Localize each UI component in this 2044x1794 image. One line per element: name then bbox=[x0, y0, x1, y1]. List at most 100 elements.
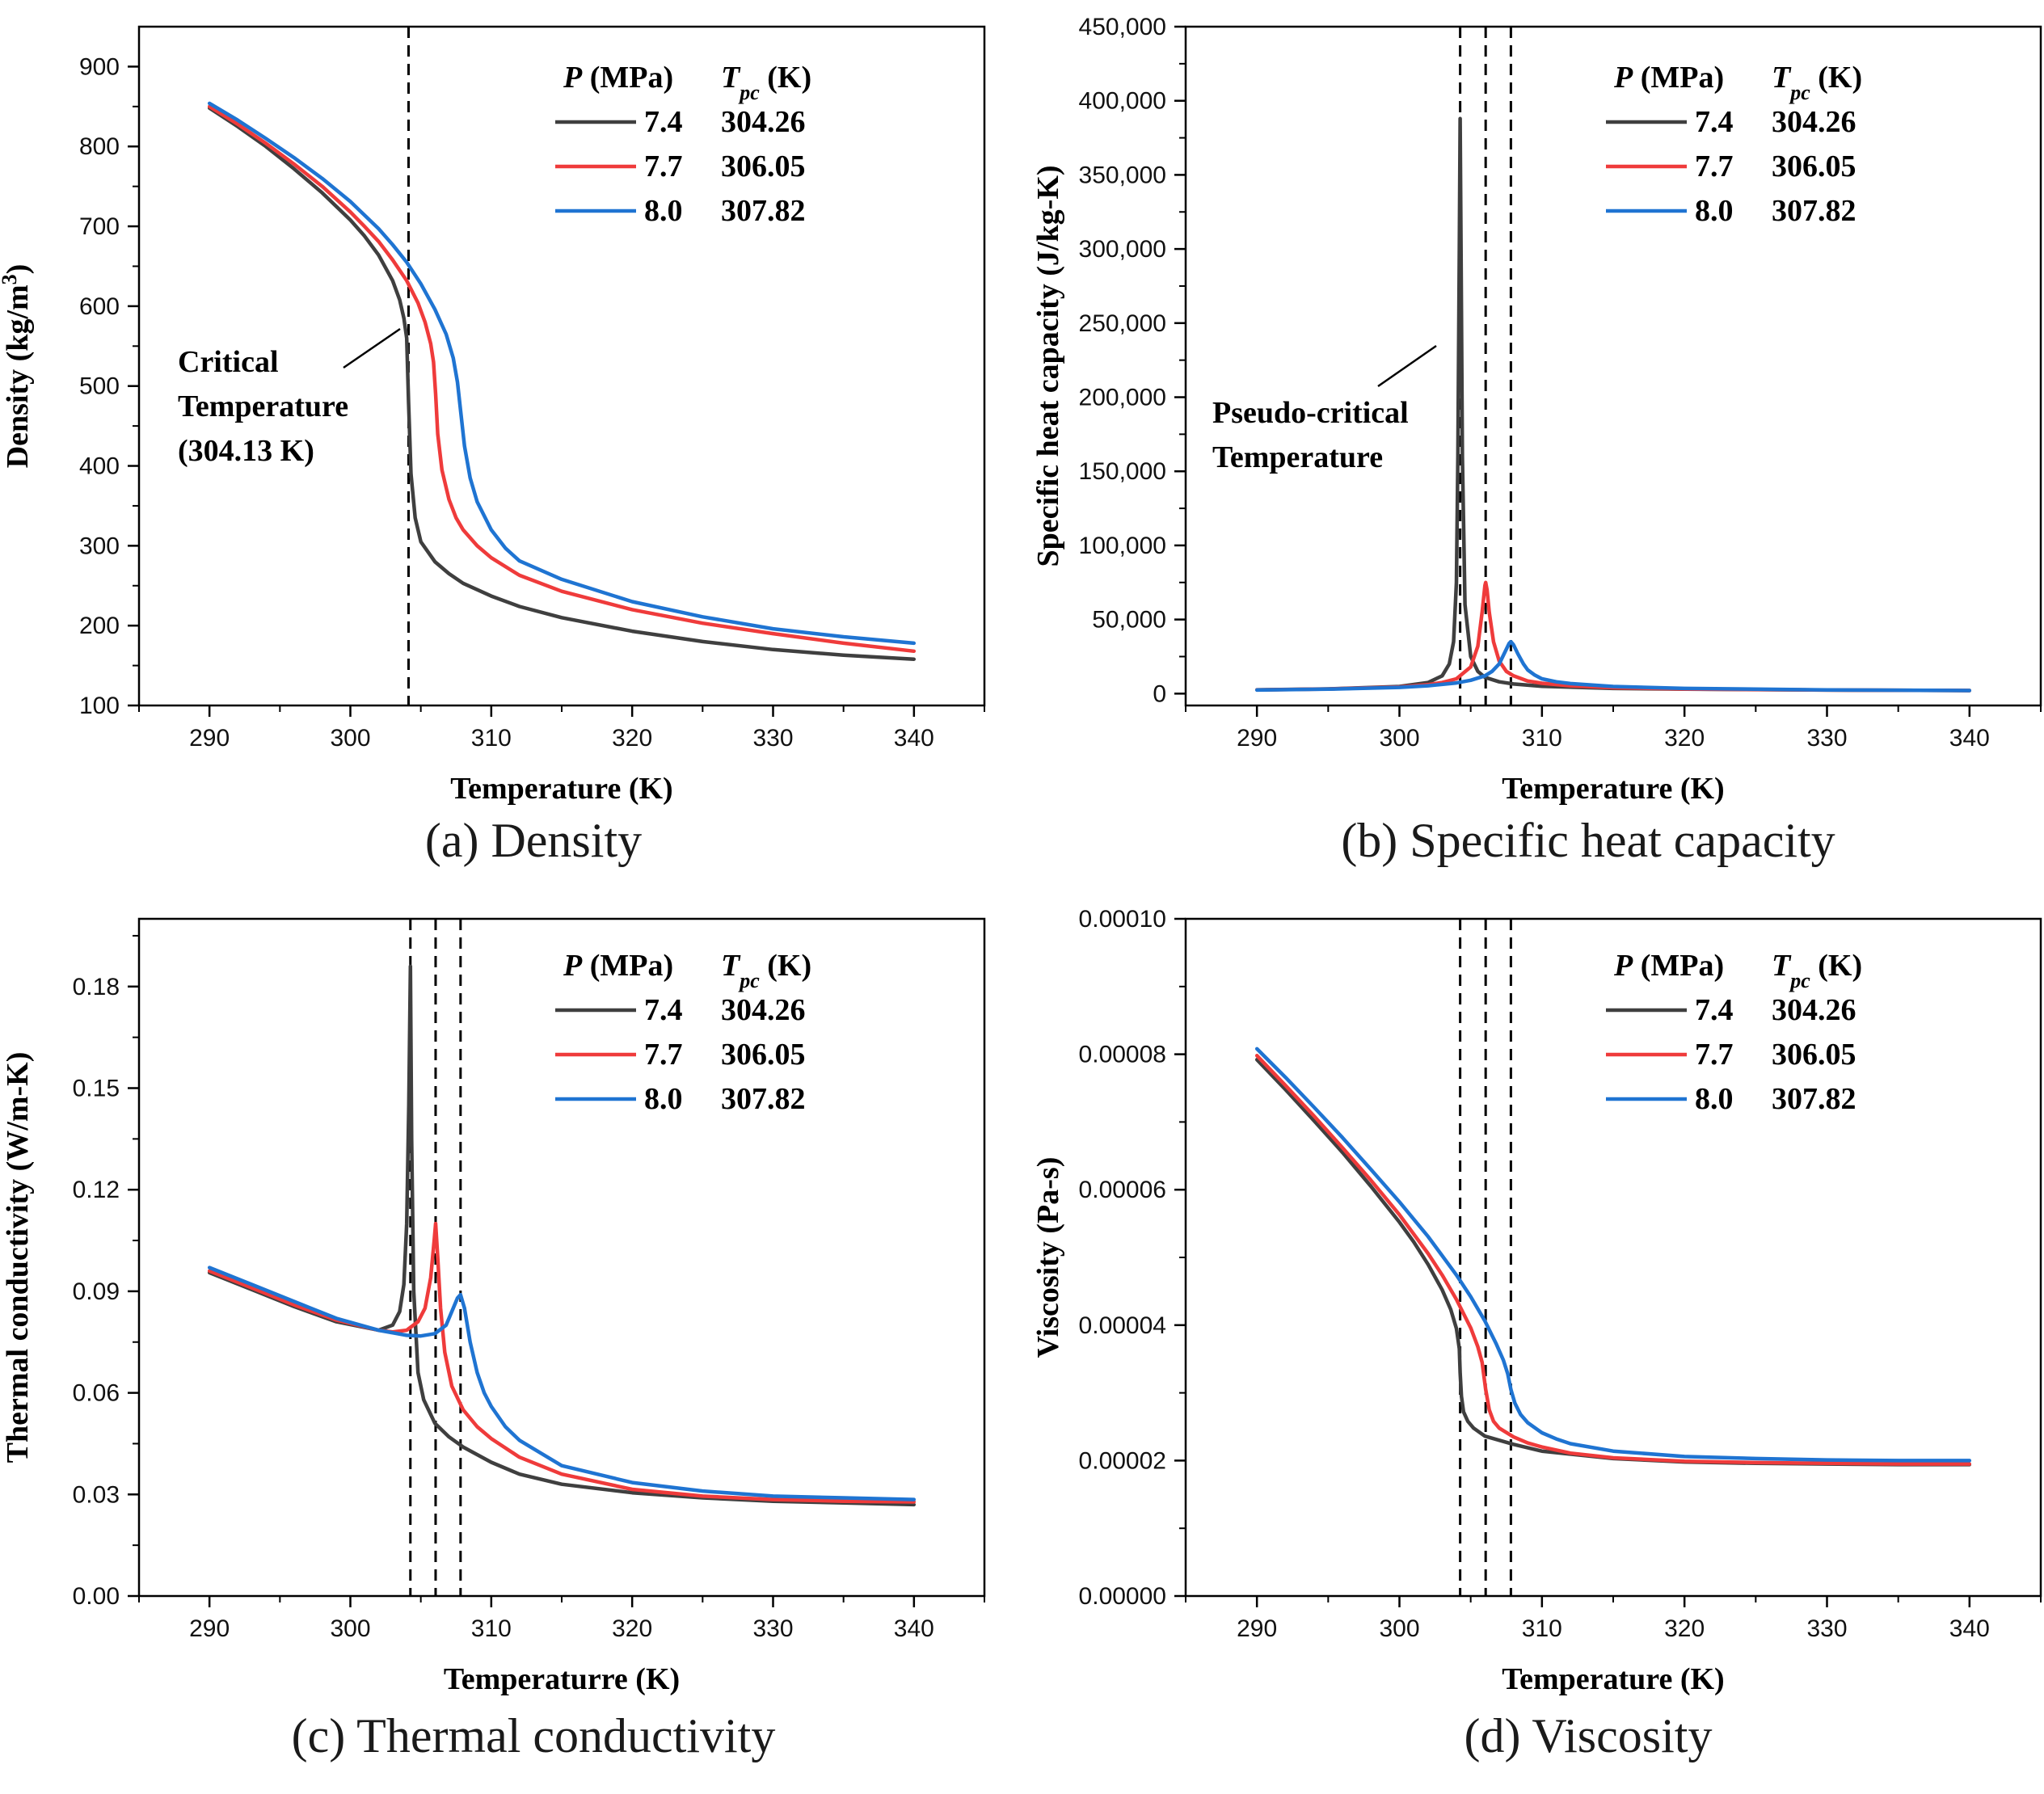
legend-tpc-value: 304.26 bbox=[721, 993, 806, 1027]
y-tick-label: 300 bbox=[79, 533, 120, 559]
x-tick-label: 340 bbox=[1949, 1615, 1990, 1642]
y-tick-label: 0.06 bbox=[73, 1380, 120, 1407]
y-tick-label: 500 bbox=[79, 373, 120, 400]
x-tick-label: 310 bbox=[1522, 725, 1562, 752]
series-line-77 bbox=[1254, 580, 1972, 693]
series-line-80 bbox=[207, 101, 917, 646]
y-axis-label-end: ) bbox=[1, 264, 35, 275]
x-tick-label: 290 bbox=[189, 725, 230, 752]
legend-p-unit: (MPa) bbox=[582, 949, 673, 983]
legend-t-subscript: pc bbox=[1789, 81, 1810, 104]
y-tick-label: 300,000 bbox=[1079, 236, 1166, 263]
annotation-leader bbox=[343, 327, 401, 369]
series-line-74 bbox=[1254, 116, 1972, 693]
y-tick-label: 0.03 bbox=[73, 1481, 120, 1508]
x-axis-label: Temperature (K) bbox=[450, 772, 672, 806]
y-tick-label: 400 bbox=[79, 453, 120, 480]
x-tick-label: 300 bbox=[330, 725, 370, 752]
x-tick-label: 330 bbox=[1806, 1615, 1847, 1642]
annotation-text: Temperature bbox=[178, 390, 348, 423]
legend-t-symbol: T bbox=[721, 61, 741, 95]
y-tick-label: 0.15 bbox=[73, 1076, 120, 1102]
x-tick-label: 340 bbox=[1949, 725, 1990, 752]
series-line-74 bbox=[207, 106, 917, 661]
x-tick-label: 340 bbox=[894, 725, 934, 752]
x-axis-label: Temperaturre (K) bbox=[444, 1662, 680, 1696]
annotation-text: (304.13 K) bbox=[178, 434, 314, 468]
annotation-leader bbox=[1377, 344, 1437, 388]
y-axis-label: Specific heat capacity (J/kg-K) bbox=[1031, 165, 1065, 566]
legend-header-pressure: P (MPa) bbox=[1613, 61, 1724, 95]
legend-tpc-value: 306.05 bbox=[1772, 1038, 1856, 1072]
plot-frame bbox=[1184, 25, 2042, 707]
x-tick-label: 330 bbox=[1806, 725, 1847, 752]
x-tick-label: 290 bbox=[1237, 1615, 1277, 1642]
legend-t-unit: (K) bbox=[1810, 61, 1862, 95]
y-tick-label: 0.00004 bbox=[1079, 1312, 1166, 1339]
legend-p-unit: (MPa) bbox=[1633, 61, 1724, 95]
legend-p-symbol: P bbox=[563, 949, 583, 983]
x-tick-label: 320 bbox=[612, 1615, 652, 1642]
y-tick-label: 0.00006 bbox=[1079, 1177, 1166, 1203]
legend-t-symbol: T bbox=[1772, 949, 1792, 983]
legend-pressure-value: 7.7 bbox=[644, 1038, 683, 1072]
legend-t-subscript: pc bbox=[738, 969, 760, 992]
legend-t-symbol: T bbox=[1772, 61, 1792, 95]
y-tick-label: 400,000 bbox=[1079, 88, 1166, 115]
panel-caption: (c) Thermal conductivity bbox=[292, 1709, 776, 1762]
y-axis-label: Density (kg/m3) bbox=[0, 264, 35, 469]
y-tick-label: 0.00000 bbox=[1079, 1583, 1166, 1610]
y-tick-label: 0 bbox=[1153, 680, 1166, 707]
panel-caption: (a) Density bbox=[425, 814, 642, 867]
legend-header-temperature: Tpc (K) bbox=[721, 949, 811, 992]
legend-tpc-value: 306.05 bbox=[721, 1038, 806, 1072]
legend-tpc-value: 307.82 bbox=[1772, 1082, 1856, 1116]
legend-tpc-value: 304.26 bbox=[721, 105, 806, 139]
legend-pressure-value: 8.0 bbox=[1695, 194, 1734, 228]
legend-pressure-value: 8.0 bbox=[644, 1082, 683, 1116]
chart-c: 290 300 310 320 330 340 0.00 0.03 0.06 0.09 0.12 0.… bbox=[1, 917, 986, 1762]
legend-p-symbol: P bbox=[563, 61, 583, 95]
series-line-77 bbox=[207, 104, 917, 654]
legend-pressure-value: 8.0 bbox=[644, 194, 683, 228]
chart-a: 290 300 310 320 330 340 100 200 300 400 500 600 700 8… bbox=[0, 25, 986, 867]
x-axis-label: Temperature (K) bbox=[1502, 1662, 1724, 1696]
x-tick-label: 330 bbox=[752, 725, 793, 752]
y-tick-label: 450,000 bbox=[1079, 14, 1166, 40]
y-tick-label: 0.00010 bbox=[1079, 906, 1166, 933]
annotation-text: Pseudo-critical bbox=[1212, 396, 1409, 430]
legend-tpc-value: 307.82 bbox=[1772, 194, 1856, 228]
chart-d: 290 300 310 320 330 340 0.00000 0.00002 0.00004 0… bbox=[1031, 906, 2042, 1762]
plot-frame bbox=[137, 917, 986, 1598]
y-tick-label: 250,000 bbox=[1079, 310, 1166, 337]
x-tick-label: 310 bbox=[1522, 1615, 1562, 1642]
legend-t-symbol: T bbox=[721, 949, 741, 983]
legend-t-unit: (K) bbox=[760, 61, 811, 95]
legend-pressure-value: 7.4 bbox=[1695, 993, 1734, 1027]
x-tick-label: 300 bbox=[1379, 1615, 1419, 1642]
x-tick-label: 320 bbox=[612, 725, 652, 752]
legend-header-pressure: P (MPa) bbox=[1613, 949, 1724, 983]
legend-t-subscript: pc bbox=[738, 81, 760, 104]
series-line-80 bbox=[1254, 639, 1972, 693]
y-tick-label: 350,000 bbox=[1079, 162, 1166, 188]
series-line-80 bbox=[207, 1265, 917, 1501]
legend-pressure-value: 8.0 bbox=[1695, 1082, 1734, 1116]
y-tick-label: 0.00002 bbox=[1079, 1447, 1166, 1474]
legend-tpc-value: 307.82 bbox=[721, 194, 806, 228]
y-tick-label: 700 bbox=[79, 213, 120, 240]
series-line-77 bbox=[207, 1221, 917, 1504]
y-tick-label: 200 bbox=[79, 613, 120, 639]
y-tick-label: 0.00 bbox=[73, 1583, 120, 1610]
x-tick-label: 320 bbox=[1664, 725, 1705, 752]
legend-t-subscript: pc bbox=[1789, 969, 1810, 992]
legend-tpc-value: 304.26 bbox=[1772, 105, 1856, 139]
annotation-text: Temperature bbox=[1212, 440, 1383, 474]
legend-p-unit: (MPa) bbox=[582, 61, 673, 95]
y-axis-label: Viscosity (Pa-s) bbox=[1031, 1157, 1065, 1358]
legend-pressure-value: 7.7 bbox=[644, 150, 683, 183]
y-axis-label-sup: 3 bbox=[0, 274, 21, 284]
x-tick-label: 300 bbox=[330, 1615, 370, 1642]
legend-tpc-value: 306.05 bbox=[721, 150, 806, 183]
